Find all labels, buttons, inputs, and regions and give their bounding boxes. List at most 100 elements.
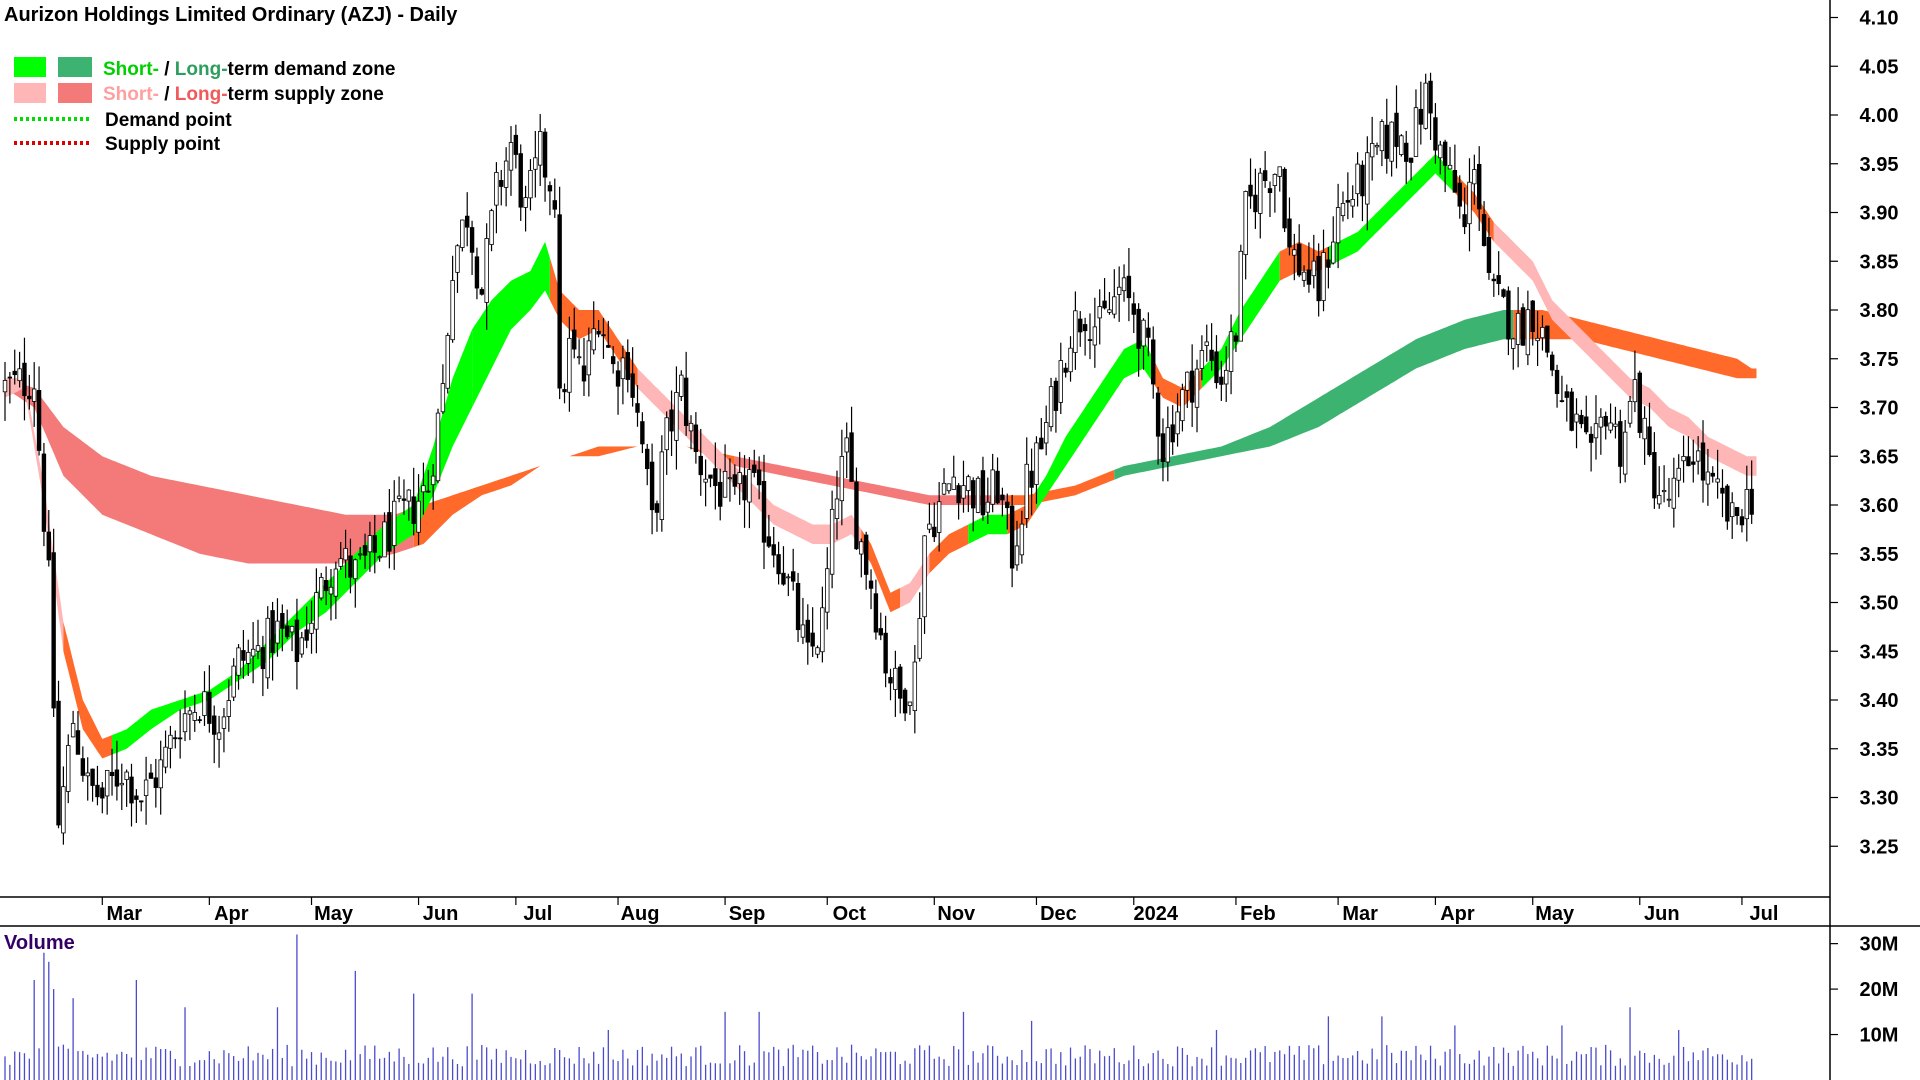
candle-down <box>902 689 908 714</box>
volume-tick-label: 10M <box>1860 1025 1899 1047</box>
candle-down <box>260 647 266 670</box>
candle-up <box>1068 347 1073 373</box>
candle-up <box>182 713 188 733</box>
candle-down <box>630 373 635 398</box>
candle-up <box>2 380 8 393</box>
candle-down <box>1262 170 1268 182</box>
candle-down <box>372 535 377 553</box>
price-tick-label: 4.10 <box>1860 8 1899 30</box>
candle-up <box>460 219 465 248</box>
candle-up <box>455 245 460 273</box>
long-zone-segment-5 <box>1114 310 1514 480</box>
candle-down <box>90 768 95 786</box>
price-tick-label: 3.35 <box>1860 739 1899 761</box>
candle-up <box>1258 172 1263 214</box>
candle-up <box>1608 422 1613 431</box>
candle-up <box>255 645 261 652</box>
candle-down <box>995 470 1000 504</box>
candle-down <box>1029 470 1034 488</box>
candle-down <box>698 455 703 476</box>
candle-down <box>766 536 772 547</box>
price-tick-label: 3.45 <box>1860 641 1899 663</box>
candle-down <box>742 475 747 501</box>
month-label: May <box>1535 903 1575 925</box>
candle-down <box>197 719 202 722</box>
candle-up <box>523 197 528 208</box>
candle-up <box>319 576 324 599</box>
candle-down <box>348 555 353 578</box>
candle-up <box>1311 260 1316 277</box>
candle-down <box>547 185 553 192</box>
candle-up <box>367 535 373 553</box>
candle-down <box>362 545 368 556</box>
candle-up <box>1511 338 1516 349</box>
candle-up <box>328 586 334 595</box>
candle-up <box>786 576 791 579</box>
candle-up <box>338 558 343 567</box>
candle-up <box>844 437 849 453</box>
candle-up <box>688 422 694 432</box>
candle-up <box>922 535 927 618</box>
candle-up <box>966 476 971 491</box>
candle-down <box>805 619 810 643</box>
candle-up <box>17 368 22 382</box>
candle-down <box>683 377 689 426</box>
price-tick-label: 3.30 <box>1860 788 1899 810</box>
candle-down <box>640 421 645 445</box>
candle-up <box>377 556 382 559</box>
candle-down <box>1063 367 1068 373</box>
candle-up <box>1715 478 1720 483</box>
candle-up <box>236 647 241 676</box>
candle-up <box>445 335 450 389</box>
candle-down <box>1579 415 1584 425</box>
candle-up <box>1141 319 1146 347</box>
candle-down <box>1545 325 1550 353</box>
candle-up <box>289 625 295 633</box>
candle-down <box>1559 400 1565 403</box>
candle-down <box>95 784 100 798</box>
candle-down <box>1253 194 1258 213</box>
candle-down <box>956 485 961 504</box>
candle-down <box>1219 376 1224 385</box>
price-tick-label: 3.55 <box>1860 544 1899 566</box>
candle-up <box>1048 386 1054 428</box>
short-zone-segment-10 <box>968 514 1008 544</box>
candle-up <box>1472 169 1477 185</box>
short-zone-segment-4 <box>472 241 550 408</box>
candle-down <box>153 777 159 788</box>
candle-down <box>1603 415 1608 427</box>
candle-down <box>581 365 587 382</box>
long-zone-segment-1 <box>413 446 638 548</box>
candle-down <box>1326 259 1331 268</box>
candle-down <box>41 453 47 532</box>
candle-down <box>1384 124 1389 159</box>
candle-up <box>357 553 363 556</box>
month-label: Jul <box>1749 903 1778 925</box>
candle-up <box>396 495 402 499</box>
candle-up <box>1622 431 1628 475</box>
candle-up <box>1073 310 1078 353</box>
candle-down <box>323 580 329 591</box>
candle-down <box>1686 456 1691 467</box>
short-zone-segment-12 <box>1036 339 1154 510</box>
candle-up <box>187 710 193 715</box>
candle-down <box>1506 290 1511 340</box>
candle-down <box>148 772 154 779</box>
candle-down <box>270 610 275 654</box>
candle-up <box>1199 350 1205 369</box>
month-label: Mar <box>1342 903 1378 925</box>
candle-up <box>503 160 509 188</box>
candle-down <box>411 496 416 524</box>
candle-up <box>1277 166 1282 177</box>
candle-up <box>1399 135 1404 155</box>
candle-down <box>1700 442 1706 481</box>
candle-up <box>1165 427 1171 463</box>
candle-up <box>620 357 626 380</box>
candle-down <box>1725 485 1730 522</box>
candle-down <box>1136 308 1141 349</box>
short-term-zone-band <box>5 154 1757 759</box>
candle-down <box>1457 182 1462 207</box>
candle-down <box>1564 391 1569 398</box>
candle-up <box>1224 369 1229 385</box>
